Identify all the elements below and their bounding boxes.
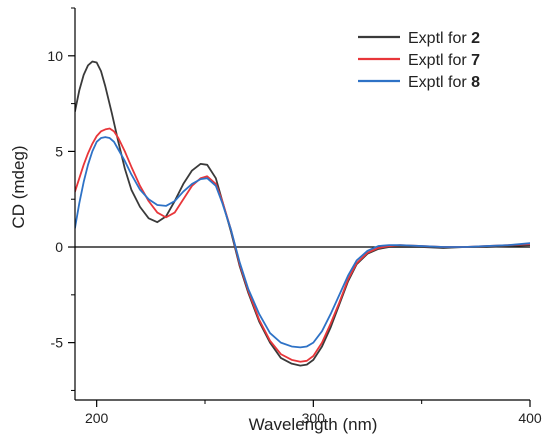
legend-label-number: 8: [471, 74, 480, 91]
y-tick-label: 5: [55, 143, 63, 159]
legend-label-number: 2: [471, 30, 480, 47]
legend-label-1: Exptl for 2: [408, 30, 480, 47]
plot-area: [75, 60, 530, 367]
series-line-1: [75, 60, 530, 367]
legend-label-number: 7: [471, 52, 480, 69]
legend-label-2: Exptl for 7: [408, 52, 480, 69]
axes: 200 300 400 10 5 0 -5: [47, 7, 542, 426]
series-line-3: [75, 136, 530, 349]
x-tick-label: 400: [518, 410, 542, 426]
x-tick-label: 300: [302, 410, 326, 426]
legend-label-3: Exptl for 8: [408, 74, 480, 91]
x-axis-title: Wavelength (nm): [249, 415, 378, 434]
x-tick-label: 200: [85, 410, 109, 426]
y-tick-label: 0: [55, 239, 63, 255]
legend-label-text: Exptl for: [408, 30, 471, 47]
legend-label-text: Exptl for: [408, 74, 471, 91]
y-tick-label: 10: [47, 48, 63, 64]
y-tick-label: -5: [51, 335, 64, 351]
legend-label-text: Exptl for: [408, 52, 471, 69]
y-axis-title: CD (mdeg): [9, 145, 28, 228]
series-line-2: [75, 127, 530, 363]
